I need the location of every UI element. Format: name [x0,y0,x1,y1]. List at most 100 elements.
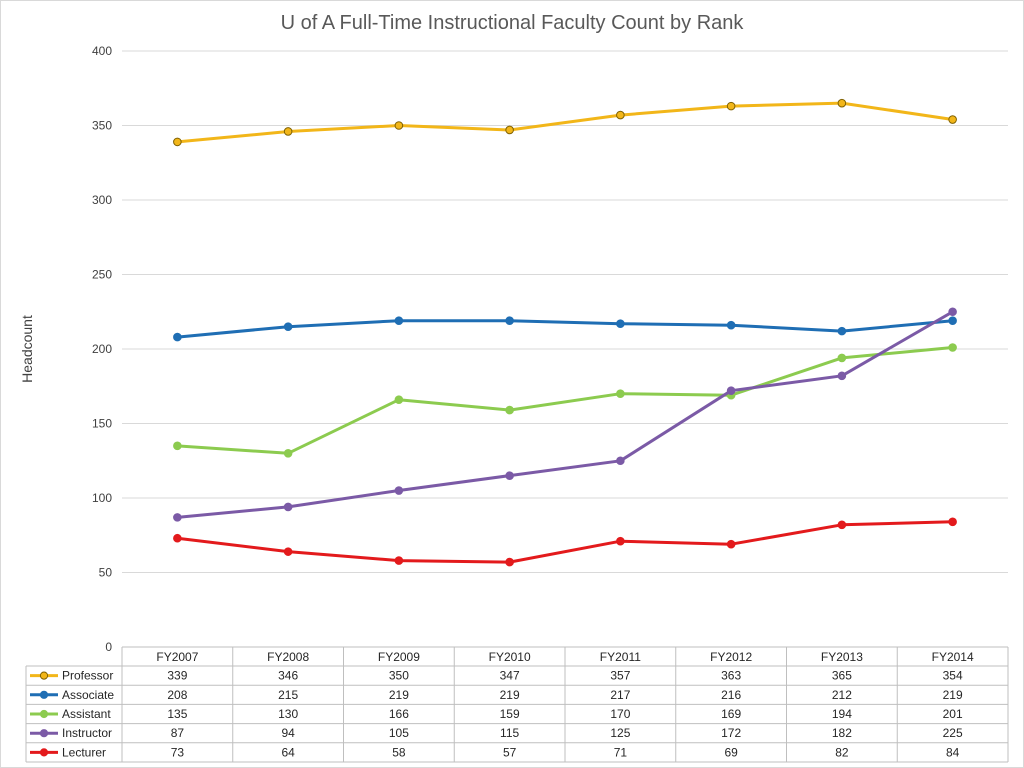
data-point [505,125,514,135]
table-cell-value: 339 [167,669,187,683]
data-point [616,319,625,328]
table-cell-value: 350 [389,669,409,683]
y-tick-label: 50 [99,566,113,580]
data-point [394,395,404,404]
series-lines [173,98,957,567]
table-cell-value: 73 [171,745,185,759]
data-point [726,101,736,111]
table-cell-value: 159 [500,707,520,721]
y-tick-labels: 0 50 100 150 200 250 300 350 400 [92,44,112,654]
data-point [948,115,957,124]
y-tick-label: 350 [92,119,112,133]
x-tick-label: FY2014 [932,650,974,664]
x-tick-label: FY2008 [267,650,309,664]
x-tick-label: FY2010 [489,650,531,664]
data-point [948,343,957,352]
data-point [173,533,182,543]
y-tick-label: 150 [92,417,112,431]
data-point [505,405,514,415]
x-tick-label: FY2007 [156,650,198,664]
data-point [505,471,514,480]
table-cell-value: 346 [278,669,298,683]
table-cell-value: 130 [278,707,298,721]
series-line [177,310,954,519]
table-cell-value: 64 [281,745,295,759]
data-point [283,127,293,136]
legend-swatch-marker [39,690,49,699]
legend-swatch-marker [39,671,49,680]
legend-swatch-marker [39,748,49,757]
table-cell-value: 219 [500,688,520,702]
table-cell-value: 172 [721,726,741,740]
data-point [837,98,847,108]
data-point [394,556,404,565]
table-cell-value: 212 [832,688,852,702]
legend-swatch-marker [39,709,49,719]
data-point [173,441,182,451]
table-cell-value: 84 [946,745,960,759]
table-cell-value: 347 [500,669,520,683]
data-point [837,371,847,381]
y-tick-label: 300 [92,193,112,207]
data-point [505,316,514,325]
data-point [726,539,736,549]
table-cell-value: 182 [832,726,852,740]
y-tick-label: 250 [92,268,112,282]
table-cell-value: 216 [721,688,741,702]
data-point [394,486,404,495]
data-point [948,307,957,317]
table-cell-value: 169 [721,707,741,721]
x-tick-label: FY2012 [710,650,752,664]
x-tick-label: FY2009 [378,650,420,664]
data-point [394,316,404,325]
data-point [726,320,736,330]
series-associate [173,316,957,342]
y-tick-label: 200 [92,342,112,356]
data-point [726,386,736,396]
data-point [173,332,182,342]
table-cell-value: 58 [392,745,406,759]
table-cell-value: 135 [167,707,187,721]
series-line [177,319,953,339]
data-point [837,326,847,336]
data-point [283,502,293,512]
table-cell-value: 87 [171,726,185,740]
legend-swatch-marker [39,729,49,738]
data-point [394,121,404,130]
data-point [505,557,514,567]
data-point [283,449,293,458]
series-line [177,101,953,144]
table-cell-value: 219 [943,688,963,702]
series-lecturer [173,517,957,567]
x-tick-label: FY2011 [600,650,641,664]
table-cell-value: 225 [943,726,963,740]
series-line [177,520,953,564]
x-tick-label: FY2013 [821,650,863,664]
table-cell-value: 201 [943,707,963,721]
table-cell-value: 71 [614,745,628,759]
series-line [177,346,953,455]
table-cell-value: 354 [943,669,963,683]
data-point [948,517,957,527]
y-tick-label: 100 [92,491,112,505]
table-cell-value: 125 [610,726,630,740]
table-cell-value: 94 [281,726,295,740]
table-cell-value: 166 [389,707,409,721]
table-cell-value: 365 [832,669,852,683]
data-point [283,322,293,331]
table-cell-value: 215 [278,688,298,702]
legend-entry: Associate [62,688,114,702]
data-point [837,520,847,530]
table-cell-value: 208 [167,688,187,702]
data-point [616,389,625,399]
legend-entry: Professor [62,669,113,683]
y-tick-label: 400 [92,44,112,58]
series-professor [173,98,957,147]
chart-title: U of A Full-Time Instructional Faculty C… [281,12,745,34]
legend-entry: Instructor [62,726,112,740]
legend-entry: Lecturer [62,745,106,759]
data-point [616,456,625,466]
data-point [173,513,182,522]
table-cell-value: 357 [610,669,630,683]
